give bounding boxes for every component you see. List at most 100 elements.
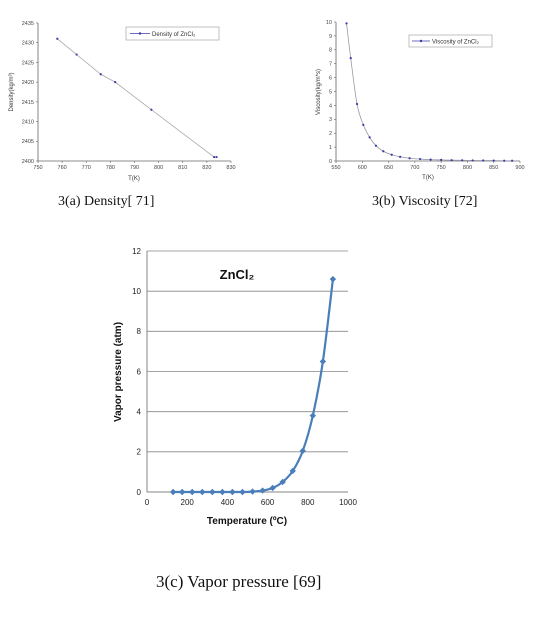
- density-y-tick-label: 2420: [22, 80, 34, 86]
- viscosity-y-tick-label: 6: [329, 76, 332, 82]
- vapor-data-point: [289, 467, 296, 475]
- vapor-data-point: [189, 488, 196, 496]
- density-x-tick-label: 760: [58, 165, 67, 171]
- vapor-data-point: [279, 478, 286, 486]
- viscosity-x-tick-label: 700: [410, 165, 419, 171]
- density-y-tick-label: 2405: [22, 139, 34, 145]
- vapor-data-point: [219, 488, 226, 496]
- density-y-tick-label: 2415: [22, 100, 34, 106]
- viscosity-legend-label: Viscosity of ZnCl₂: [432, 40, 480, 46]
- density-data-point: [99, 73, 102, 76]
- vapor-y-tick-label: 6: [137, 367, 142, 376]
- viscosity-data-point: [368, 136, 371, 139]
- viscosity-x-tick-label: 550: [331, 165, 340, 171]
- viscosity-data-point: [503, 159, 506, 162]
- density-data-point: [56, 37, 59, 40]
- viscosity-chart: Viscosity of ZnCl₂ T(K) Viscosity(kg/m*s…: [316, 20, 525, 181]
- viscosity-data-point: [419, 157, 422, 161]
- viscosity-y-tick-label: 5: [329, 89, 332, 95]
- density-legend-box: [125, 26, 220, 41]
- viscosity-data-point: [355, 102, 359, 106]
- vapor-x-tick-label: 400: [221, 498, 235, 507]
- viscosity-y-tick-label: 10: [326, 20, 332, 26]
- vapor-data-point: [169, 488, 177, 496]
- viscosity-x-tick-label: 850: [489, 165, 498, 171]
- density-chart: Density of ZnCl₂ T(K) Density(kg/m³) 240…: [9, 21, 236, 182]
- density-y-tick-label: 2430: [22, 41, 34, 47]
- viscosity-data-point: [374, 144, 378, 147]
- density-data-point: [75, 53, 78, 56]
- viscosity-data-point: [461, 159, 464, 162]
- caption-density: 3(a) Density[ 71]: [58, 194, 155, 209]
- viscosity-x-tick-label: 900: [515, 165, 524, 171]
- viscosity-y-tick-label: 4: [329, 103, 332, 109]
- vapor-y-tick-label: 12: [132, 247, 141, 256]
- viscosity-y-tick-label: 9: [329, 34, 332, 40]
- density-x-tick-label: 770: [82, 165, 91, 171]
- viscosity-legend-box: [408, 34, 493, 48]
- viscosity-y-tick-label: 3: [329, 117, 332, 123]
- viscosity-y-tick-label: 8: [329, 48, 332, 54]
- vapor-data-point: [229, 488, 236, 496]
- viscosity-data-point: [408, 157, 411, 160]
- density-y-tick-label: 2400: [22, 159, 34, 165]
- vapor-pressure-chart: ZnCl₂ Temperature (ºC) Vapor pressure (a…: [113, 247, 357, 527]
- vapor-y-tick-label: 0: [137, 488, 142, 497]
- viscosity-data-point: [362, 123, 365, 126]
- density-data-point: [114, 81, 117, 84]
- vapor-x-tick-label: 800: [301, 498, 315, 507]
- density-x-tick-label: 820: [202, 165, 211, 171]
- density-data-point: [213, 155, 216, 159]
- vapor-data-point: [269, 484, 276, 492]
- viscosity-data-point: [349, 57, 352, 60]
- viscosity-data-point: [345, 22, 348, 25]
- density-x-tick-label: 780: [106, 165, 115, 171]
- viscosity-y-tick-label: 7: [329, 62, 332, 68]
- viscosity-x-tick-label: 650: [384, 165, 393, 171]
- viscosity-data-point: [511, 159, 514, 162]
- density-data-point: [215, 155, 218, 159]
- vapor-data-point: [259, 487, 266, 494]
- vapor-y-tick-label: 10: [132, 287, 141, 296]
- viscosity-y-tick-label: 2: [329, 131, 332, 137]
- viscosity-x-tick-label: 750: [437, 165, 446, 171]
- density-x-tick-label: 830: [226, 165, 235, 171]
- viscosity-y-label: Viscosity(kg/m*s): [316, 69, 322, 115]
- caption-viscosity: 3(b) Viscosity [72]: [372, 194, 478, 209]
- vapor-data-point: [199, 488, 206, 496]
- density-y-tick-label: 2435: [22, 21, 34, 27]
- vapor-y-tick-label: 2: [137, 448, 142, 457]
- density-legend-marker: [138, 32, 142, 35]
- caption-vapor-pressure: 3(c) Vapor pressure [69]: [156, 572, 322, 591]
- vapor-annotation: ZnCl₂: [220, 267, 255, 282]
- vapor-x-tick-label: 200: [181, 498, 195, 507]
- vapor-y-label: Vapor pressure (atm): [113, 322, 124, 422]
- density-y-label: Density(kg/m³): [9, 72, 15, 111]
- vapor-data-point: [329, 275, 337, 283]
- viscosity-data-point: [450, 159, 453, 162]
- viscosity-x-label: T(K): [422, 175, 434, 181]
- viscosity-data-point: [390, 153, 393, 156]
- viscosity-x-tick-label: 800: [463, 165, 472, 171]
- vapor-data-point: [309, 412, 317, 419]
- density-x-tick-label: 810: [178, 165, 187, 171]
- vapor-data-point: [299, 447, 306, 455]
- density-data-point: [150, 108, 153, 111]
- density-x-tick-label: 800: [154, 165, 163, 171]
- viscosity-data-point: [471, 159, 474, 162]
- density-x-label: T(K): [128, 176, 140, 182]
- density-y-tick-label: 2410: [22, 119, 34, 125]
- vapor-data-point: [319, 358, 327, 365]
- viscosity-data-point: [440, 158, 443, 161]
- viscosity-x-tick-label: 600: [358, 165, 367, 171]
- density-x-tick-label: 790: [130, 165, 139, 171]
- vapor-x-tick-label: 1000: [339, 498, 357, 507]
- vapor-y-tick-label: 4: [137, 407, 142, 416]
- viscosity-legend-marker: [419, 39, 423, 43]
- vapor-y-tick-label: 8: [137, 327, 142, 336]
- vapor-data-point: [178, 488, 186, 496]
- viscosity-data-point: [482, 159, 485, 162]
- viscosity-data-point: [399, 155, 402, 158]
- density-y-tick-label: 2425: [22, 60, 34, 66]
